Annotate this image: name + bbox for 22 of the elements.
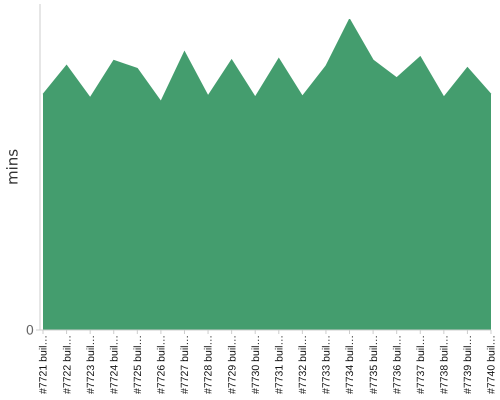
x-tick-label: #7721 buil…	[38, 335, 50, 394]
x-tick-label: #7727 buil…	[179, 335, 192, 394]
x-tick-label: #7723 buil…	[84, 335, 97, 394]
x-tick-label: #7722 buil…	[61, 335, 74, 394]
x-tick-label: #7734 buil…	[344, 335, 356, 394]
x-tick-label: #7726 buil…	[156, 335, 168, 394]
text: 0	[26, 324, 34, 339]
x-tick-label: #7733 buil…	[320, 335, 333, 394]
x-tick-label: #7736 buil…	[391, 335, 404, 394]
x-tick-label: #7735 buil…	[368, 335, 380, 394]
x-tick-label: #7731 buil…	[273, 335, 286, 394]
x-tick-label: #7729 buil…	[226, 335, 238, 394]
x-tick-label: #7730 buil…	[250, 335, 262, 394]
x-tick-label: #7739 buil…	[462, 335, 474, 394]
x-tick-label: #7740 buil…	[486, 335, 498, 394]
x-tick-label: #7724 buil…	[108, 335, 120, 394]
x-tick-label: #7732 buil…	[297, 335, 310, 394]
x-tick-label: #7738 buil…	[438, 335, 451, 394]
y-axis-title: mins	[3, 148, 22, 186]
x-tick-label: #7725 buil…	[132, 335, 144, 394]
x-tick-label: #7728 buil…	[202, 335, 215, 394]
x-tick-label: #7737 buil…	[414, 335, 427, 394]
